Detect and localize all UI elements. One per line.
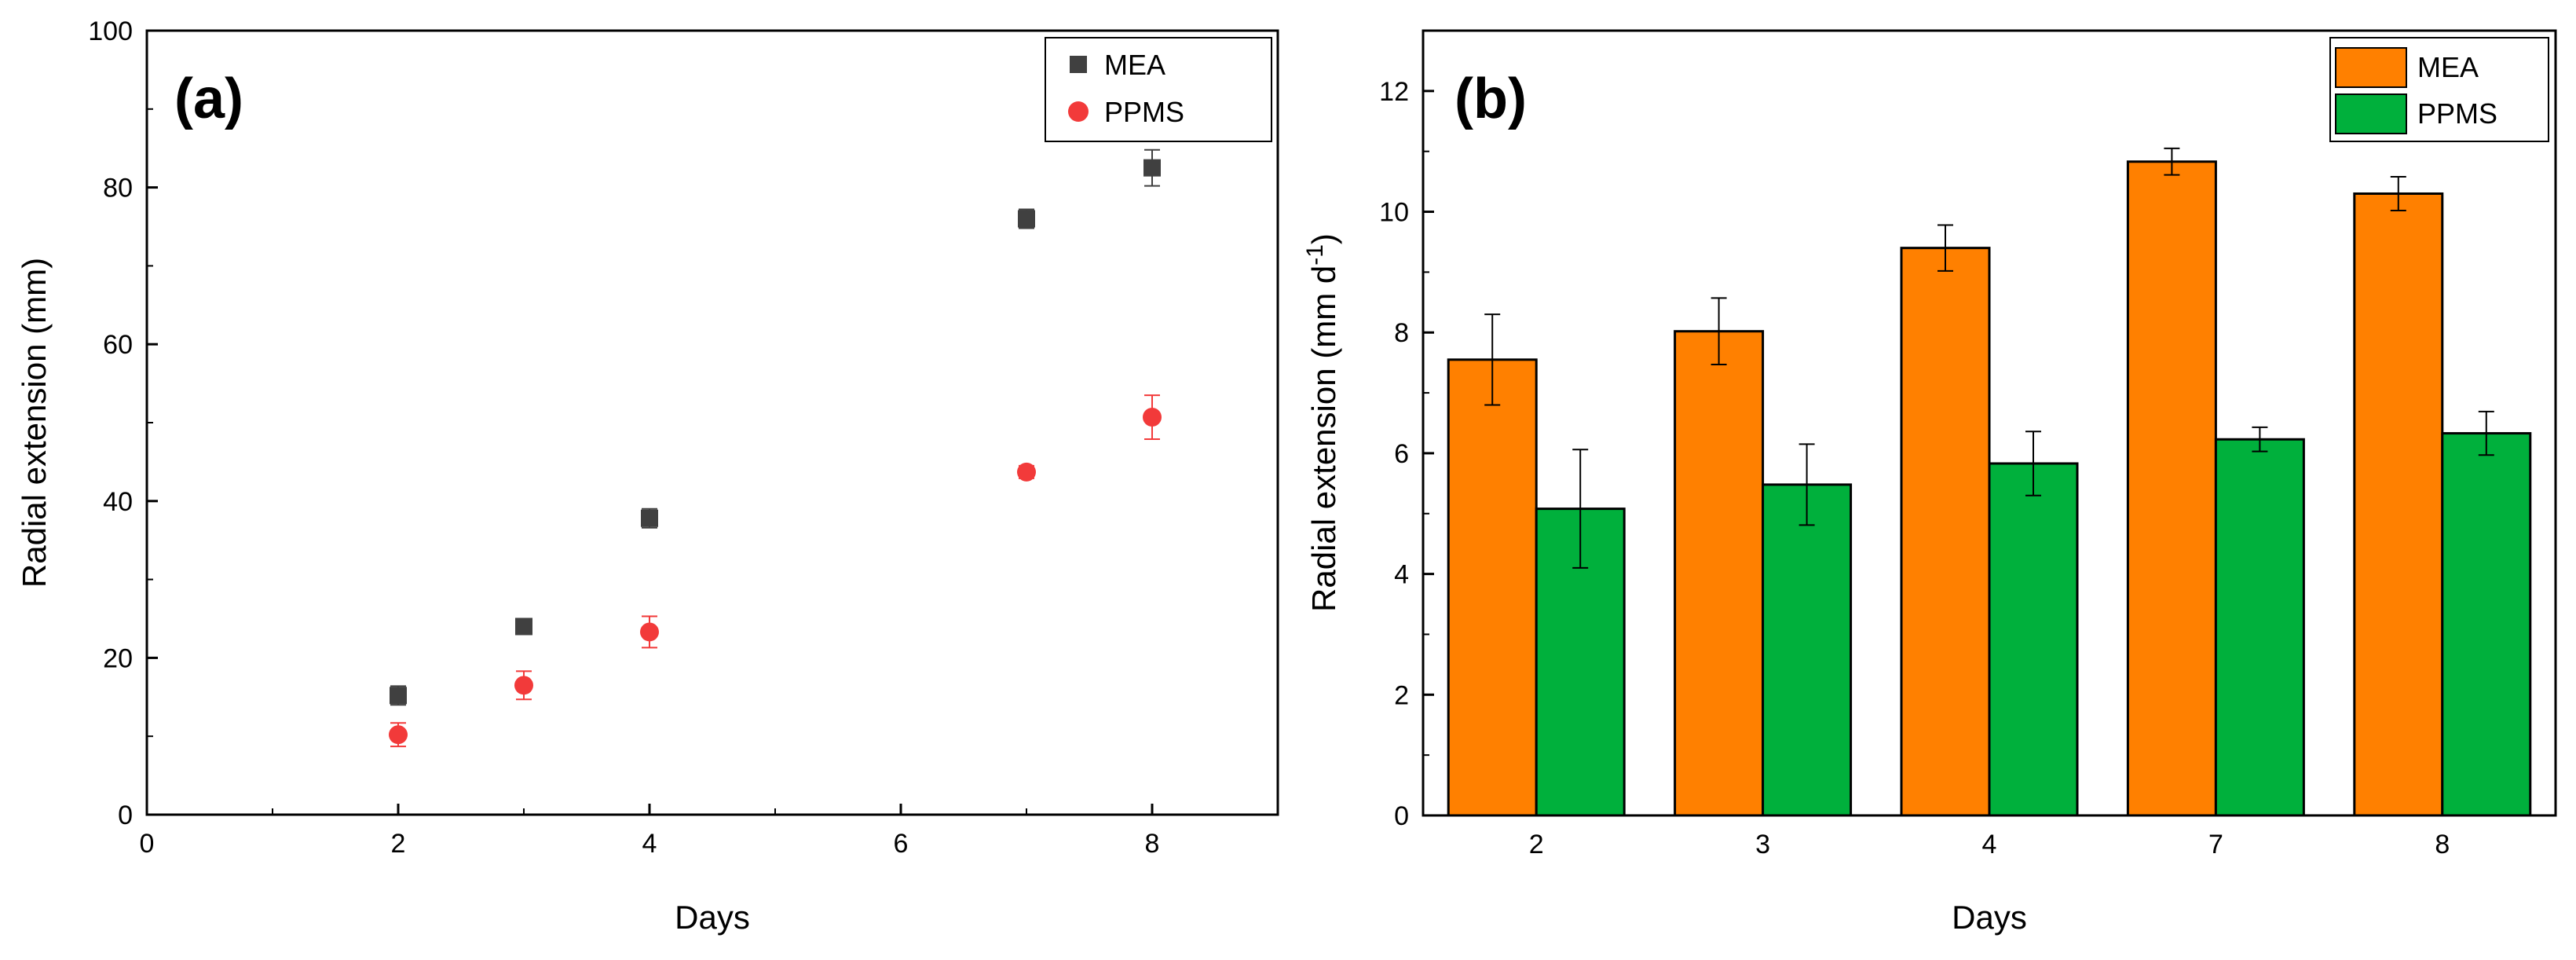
bar-mea [2353,192,2444,817]
panel-a-y-axis-title: Radial extension (mm) [16,258,53,588]
panel-b-y-axis-title-end: ) [1305,233,1342,244]
panel-a-legend-label-mea: MEA [1104,49,1165,81]
y-tick-label: 0 [1394,801,1409,831]
x-tick-label: 8 [2435,830,2450,859]
y-tick-label: 10 [1379,198,1409,228]
y-tick-label: 6 [1394,439,1409,469]
x-tick-label: 8 [1145,829,1160,859]
legend-mea-square-marker [1070,56,1087,73]
panel-a-legend-label-ppms: PPMS [1104,96,1184,128]
bar-ppms [2214,438,2305,817]
panel-b-bar-chart: 0 2 4 6 8 10 12 2 3 4 7 8 (b) Days Radial extensio… [1302,29,2557,936]
y-tick-label: 12 [1379,77,1409,107]
data-point-ppms [1017,462,1036,482]
bar-mea [1447,358,1538,817]
y-tick-label: 2 [1394,680,1409,710]
data-point-mea [1018,210,1035,228]
panel-a-x-axis-title: Days [675,899,750,936]
panel-b-y-axis-title-superscript: -1 [1302,244,1328,266]
x-tick-label: 7 [2208,830,2223,859]
bar-ppms [1988,462,2079,817]
data-point-ppms [640,622,659,642]
bar-mea [2126,160,2217,817]
legend-ppms-swatch [2335,93,2407,134]
panel-b-legend: MEA PPMS [2329,37,2549,142]
panel-a-plot-frame [145,29,1279,816]
panel-a-legend: MEA PPMS [1045,37,1272,142]
y-tick-label: 80 [103,174,133,203]
panel-a-y-tick-labels: 0 20 40 60 80 100 [88,16,133,830]
x-tick-label: 2 [1529,830,1544,859]
legend-ppms-circle-marker [1068,101,1089,122]
data-point-ppms [514,676,533,695]
panel-a-label: (a) [174,68,243,130]
y-tick-label: 4 [1394,560,1409,590]
panel-b-legend-label-ppms: PPMS [2417,97,2497,130]
panel-b-x-tick-labels: 2 3 4 7 8 [1529,830,2450,859]
x-tick-label: 4 [642,829,657,859]
bar-ppms [2441,432,2532,817]
data-point-ppms [1143,408,1162,427]
panel-b-y-tick-labels: 0 2 4 6 8 10 12 [1379,77,1409,831]
x-tick-label: 4 [1982,830,1997,859]
panel-b-y-axis-title: Radial extension (mm d-1) [1302,233,1342,612]
panel-b-bars [1447,147,2532,817]
legend-mea-swatch [2335,47,2407,88]
y-tick-label: 100 [88,16,133,46]
x-tick-label: 6 [894,829,909,859]
panel-b-legend-label-mea: MEA [2417,51,2479,83]
panel-b-label: (b) [1454,68,1527,130]
bar-mea [1900,247,1991,817]
x-tick-label: 2 [391,829,406,859]
y-tick-label: 60 [103,330,133,360]
bar-mea [1674,330,1765,817]
data-point-mea [390,687,407,705]
y-tick-label: 20 [103,643,133,673]
y-tick-label: 0 [118,801,133,830]
panel-a-axis-ticks [145,29,1154,816]
panel-b-x-axis-title: Days [1952,899,2027,936]
panel-a-scatter-chart: 0 2 4 6 8 0 20 40 60 80 100 (a) Days Radial exten… [16,16,1279,936]
x-tick-label: 3 [1755,830,1770,859]
data-point-ppms [389,725,408,745]
data-point-mea [515,617,532,636]
y-tick-label: 8 [1394,318,1409,348]
x-tick-label: 0 [140,829,155,859]
y-tick-label: 40 [103,487,133,517]
data-point-mea [641,509,658,527]
bar-ppms [1762,483,1853,817]
panel-a-data-points [389,148,1162,748]
panel-b-y-axis-title-main: Radial extension (mm d [1305,266,1342,612]
data-point-mea [1143,159,1161,177]
panel-a-x-tick-labels: 0 2 4 6 8 [140,829,1160,859]
panel-a-legend-box [1045,37,1272,142]
